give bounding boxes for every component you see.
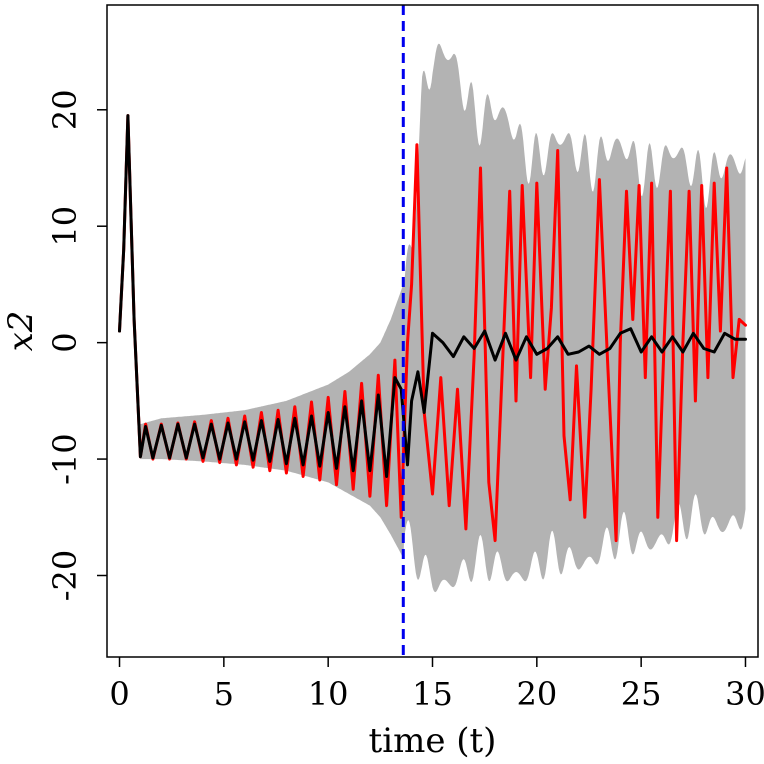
x-tick-label: 10 (308, 675, 349, 713)
y-axis: -20 -10 0 10 20 (46, 89, 107, 601)
x-tick-label: 0 (109, 675, 129, 713)
y-tick-label: 20 (46, 89, 84, 130)
x-tick-label: 25 (621, 675, 662, 713)
x-axis: 0 5 10 15 20 25 30 (109, 657, 764, 713)
series-layer (118, 114, 747, 543)
y-axis-title: x2 (1, 311, 41, 352)
x-tick-label: 5 (214, 675, 234, 713)
y-tick-label: 10 (46, 206, 84, 247)
series-line-black (118, 114, 747, 478)
y-tick-label: -10 (46, 433, 84, 485)
y-tick-label: -20 (46, 550, 84, 602)
x-tick-label: 15 (412, 675, 453, 713)
x-tick-label: 20 (516, 675, 557, 713)
y-tick-label: 0 (46, 332, 84, 352)
x-tick-label: 30 (725, 675, 764, 713)
uncertainty-band (119, 43, 746, 593)
uncertainty-band-layer (119, 43, 746, 593)
x-axis-title: time (t) (369, 721, 497, 761)
